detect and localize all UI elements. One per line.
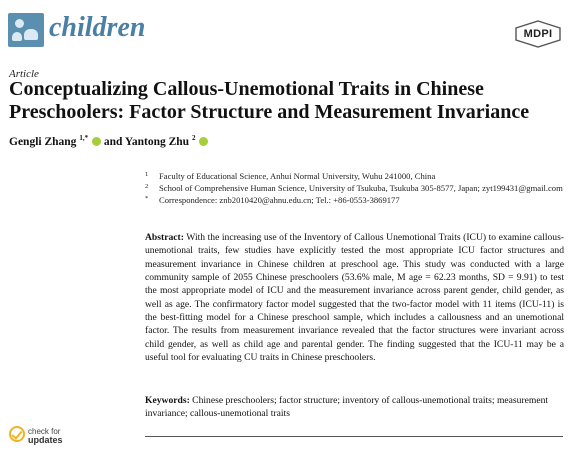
affiliation-item: 2 School of Comprehensive Human Science,… bbox=[145, 182, 575, 194]
affiliation-text: Correspondence: znb2010420@ahnu.edu.cn; … bbox=[159, 195, 400, 206]
affiliation-marker: 1 bbox=[145, 171, 149, 178]
orcid-icon[interactable] bbox=[91, 137, 101, 146]
abstract-text: With the increasing use of the Inventory… bbox=[145, 232, 565, 364]
abstract: Abstract: With the increasing use of the… bbox=[145, 231, 564, 364]
check-for-updates-line1: check for bbox=[28, 427, 61, 436]
author-list: Gengli Zhang 1,* and Yantong Zhu 2 bbox=[9, 134, 209, 148]
check-for-updates-badge[interactable]: check for updates bbox=[9, 422, 89, 448]
keywords-text: Chinese preschoolers; factor structure; … bbox=[145, 395, 549, 419]
affiliation-text: Faculty of Educational Science, Anhui No… bbox=[159, 171, 436, 181]
orcid-icon[interactable] bbox=[199, 137, 209, 146]
affiliation-text: School of Comprehensive Human Science, U… bbox=[159, 183, 563, 194]
affiliations: 1 Faculty of Educational Science, Anhui … bbox=[145, 170, 575, 207]
author-affiliation-marker: 2 bbox=[191, 134, 196, 142]
journal-name[interactable]: children bbox=[49, 12, 146, 43]
mdpi-logo-text: MDPI bbox=[523, 28, 553, 40]
divider-line bbox=[145, 436, 563, 437]
author-name: Yantong Zhu bbox=[124, 136, 190, 148]
children-journal-logo-icon bbox=[8, 13, 44, 47]
keywords: Keywords: Chinese preschoolers; factor s… bbox=[145, 394, 564, 420]
abstract-label: Abstract: bbox=[145, 232, 184, 243]
check-for-updates-icon bbox=[9, 426, 25, 442]
author-conjunction: and bbox=[103, 136, 123, 148]
article-type: Article bbox=[9, 68, 39, 80]
affiliation-item: * Correspondence: znb2010420@ahnu.edu.cn… bbox=[145, 194, 575, 206]
check-for-updates-line2: updates bbox=[28, 435, 63, 445]
affiliation-marker: 2 bbox=[145, 183, 149, 191]
author-name: Gengli Zhang bbox=[9, 136, 77, 148]
mdpi-logo[interactable]: MDPI bbox=[514, 20, 562, 48]
keywords-label: Keywords: bbox=[145, 395, 190, 406]
affiliation-marker: * bbox=[145, 195, 149, 203]
article-title: Conceptualizing Callous-Unemotional Trai… bbox=[9, 78, 530, 123]
affiliation-item: 1 Faculty of Educational Science, Anhui … bbox=[145, 170, 575, 182]
author-affiliation-marker: 1,* bbox=[79, 134, 89, 142]
